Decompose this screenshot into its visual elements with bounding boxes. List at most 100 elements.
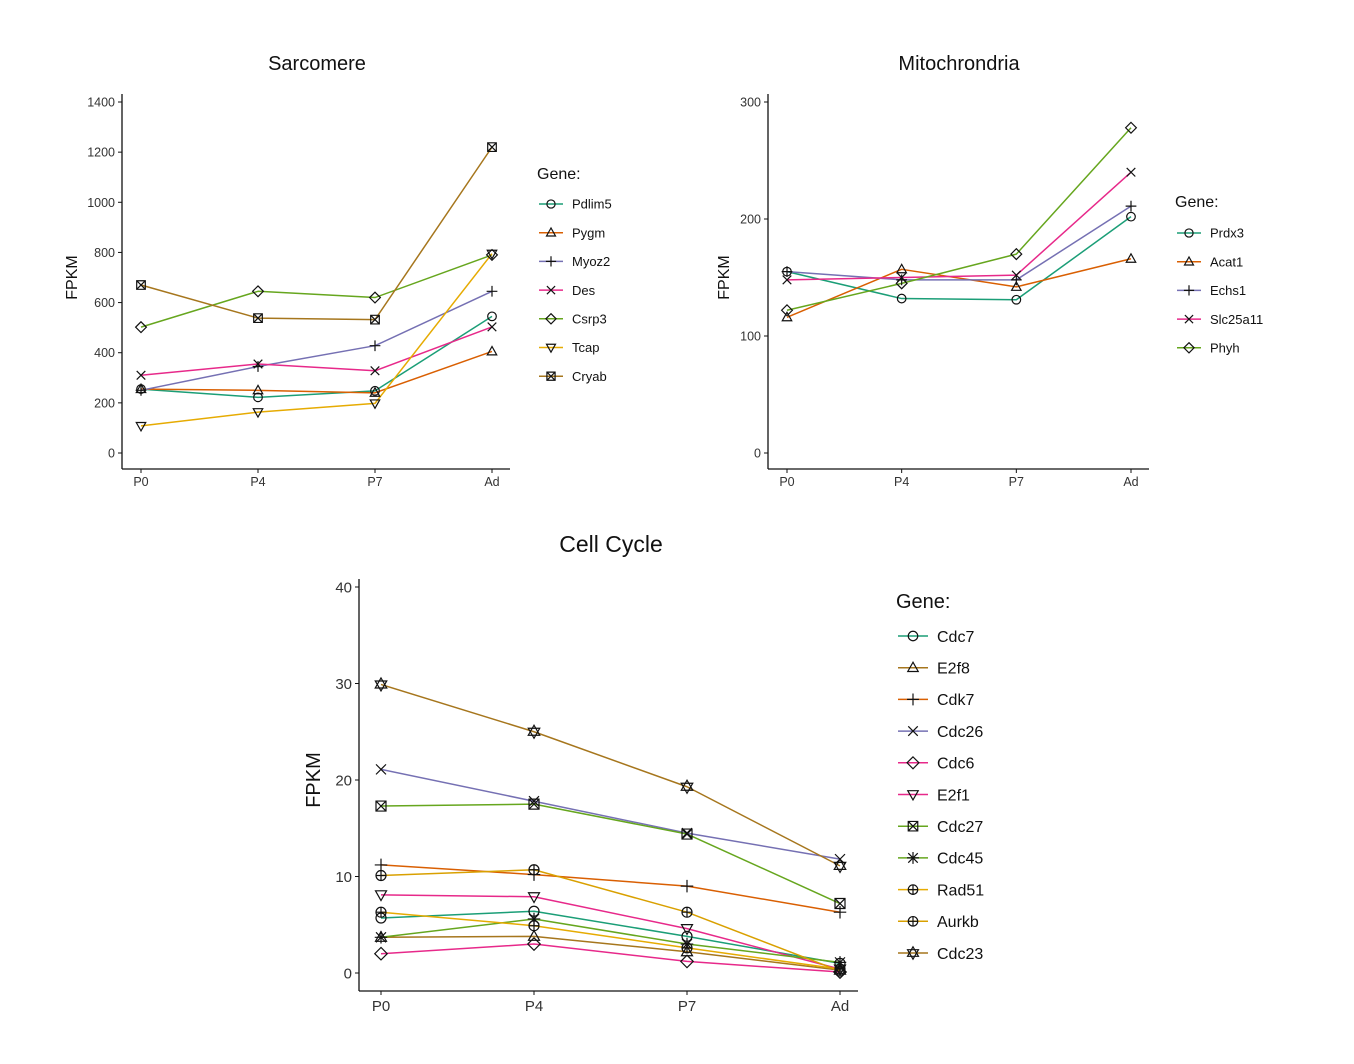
data-point-csrp3 (251, 285, 265, 298)
chart-mitochrondria: Mitochrondria 0 100 200 300 P0 P4 P7 Ad FPKM Gene:… (716, 53, 1263, 489)
legend-key-marker (906, 945, 920, 961)
data-point-pygm (486, 345, 498, 356)
data-point-des (370, 366, 380, 376)
data-point-myoz2 (486, 285, 498, 297)
legend-item-cdc26: Cdc26 (898, 724, 983, 741)
data-point-cryab (370, 314, 380, 325)
data-point-cdc6 (679, 954, 695, 969)
y-tick-label: 40 (335, 579, 352, 596)
data-point-cdc27 (681, 828, 693, 840)
y-tick-label: 1200 (87, 146, 115, 160)
data-point-acat1 (1125, 252, 1137, 263)
legend: Gene: Prdx3 Acat1 Echs1 Slc25a11 Phyh (1175, 194, 1263, 355)
series-line-pygm (140, 350, 493, 394)
data-point-rad51 (681, 942, 693, 954)
legend-item-e2f8: E2f8 (898, 660, 970, 677)
legend-key-marker (545, 343, 557, 354)
data-point-cdc6 (526, 936, 542, 952)
series-line-tcap (140, 253, 493, 427)
data-point-csrp3 (368, 291, 382, 304)
series-line-phyh (786, 127, 1132, 311)
data-point-rad51 (375, 906, 387, 918)
data-point-tcap (369, 399, 381, 410)
series-line-cdk7 (380, 864, 841, 913)
data-point-slc25a11 (1011, 270, 1022, 280)
series-line-csrp3 (140, 254, 493, 328)
data-point-pdlim5 (370, 385, 380, 396)
data-point-e2f1 (527, 892, 541, 904)
legend-key-marker (1183, 285, 1195, 296)
legend-label: Tcap (572, 340, 599, 355)
x-tick-label: P7 (1009, 475, 1024, 489)
data-point-cdc23 (680, 779, 694, 795)
y-tick-label: 600 (94, 296, 115, 310)
legend-key-marker (546, 371, 556, 381)
series-line-rad51 (380, 911, 841, 970)
legend-label: Myoz2 (572, 254, 610, 269)
legend-title: Gene: (537, 166, 581, 183)
legend-key-marker (907, 820, 919, 832)
legend-key-marker (1184, 228, 1194, 238)
y-tick-label: 300 (740, 96, 761, 110)
legend-item-rad51: Rad51 (898, 882, 984, 899)
legend-key-marker (545, 256, 557, 267)
series-line-acat1 (786, 258, 1132, 318)
data-point-echs1 (781, 266, 793, 278)
series-line-des (140, 326, 493, 377)
data-point-e2f1 (374, 890, 388, 902)
legend-key-marker (546, 285, 556, 295)
legend-item-echs1: Echs1 (1177, 283, 1246, 298)
legend-key-marker (907, 725, 919, 737)
data-point-slc25a11 (782, 275, 792, 285)
series-line-cryab (140, 146, 493, 321)
legend-label: Cdc7 (937, 629, 974, 646)
x-tick-label: P0 (133, 475, 148, 489)
legend-key-marker (906, 790, 920, 802)
legend-label: Phyh (1210, 340, 1240, 355)
y-tick-label: 1000 (87, 196, 115, 210)
data-point-des (487, 322, 497, 332)
series-line-cdc27 (380, 803, 841, 905)
data-point-phyh (895, 277, 908, 290)
data-point-cdc45 (374, 931, 388, 944)
legend: Gene: Cdc7 E2f8 Cdk7 Cdc26 Cdc6 E2f1 Cdc27 Cdc45… (896, 591, 984, 963)
legend-label: Prdx3 (1210, 226, 1244, 241)
data-point-acat1 (1010, 280, 1023, 291)
series-line-cdc26 (380, 768, 841, 860)
y-axis-title: FPKM (303, 752, 325, 808)
legend-label: E2f8 (937, 660, 970, 677)
data-point-aurkb (681, 906, 693, 918)
chart-title: Mitochrondria (898, 53, 1020, 75)
legend-label: Pdlim5 (572, 197, 612, 212)
legend-key-marker (545, 226, 557, 237)
legend-label: Csrp3 (572, 311, 607, 326)
data-point-cryab (487, 142, 497, 153)
data-point-rad51 (528, 920, 540, 932)
legend-key-marker (907, 916, 919, 927)
data-point-echs1 (896, 274, 908, 286)
y-axis-title: FPKM (716, 255, 733, 299)
legend-item-cdc7: Cdc7 (898, 629, 974, 646)
legend-label: Echs1 (1210, 283, 1246, 298)
x-tick-label: Ad (831, 998, 849, 1015)
data-point-cdc26 (528, 795, 540, 807)
chart-sarcomere: Sarcomere 0 200 400 600 800 1000 1200 1400 P0 P4 P7… (64, 53, 612, 489)
legend-key-marker (906, 756, 920, 770)
x-tick-label: P7 (678, 998, 696, 1015)
data-point-pdlim5 (487, 311, 497, 322)
legend-key-marker (907, 630, 919, 642)
legend-item-cryab: Cryab (539, 369, 607, 384)
legend-key-marker (906, 661, 920, 673)
data-point-myoz2 (252, 361, 264, 372)
legend: Gene: Pdlim5 Pygm Myoz2 Des Csrp3 Tcap Cryab (537, 166, 612, 384)
legend-item-myoz2: Myoz2 (539, 254, 610, 269)
y-tick-label: 1400 (87, 96, 115, 110)
y-tick-label: 100 (740, 330, 761, 344)
legend-item-pygm: Pygm (539, 225, 605, 240)
data-point-cdc6 (832, 964, 848, 980)
data-point-acat1 (781, 311, 793, 322)
series-line-prdx3 (786, 216, 1132, 301)
data-point-cdc45 (527, 912, 541, 926)
data-point-prdx3 (1011, 294, 1022, 305)
